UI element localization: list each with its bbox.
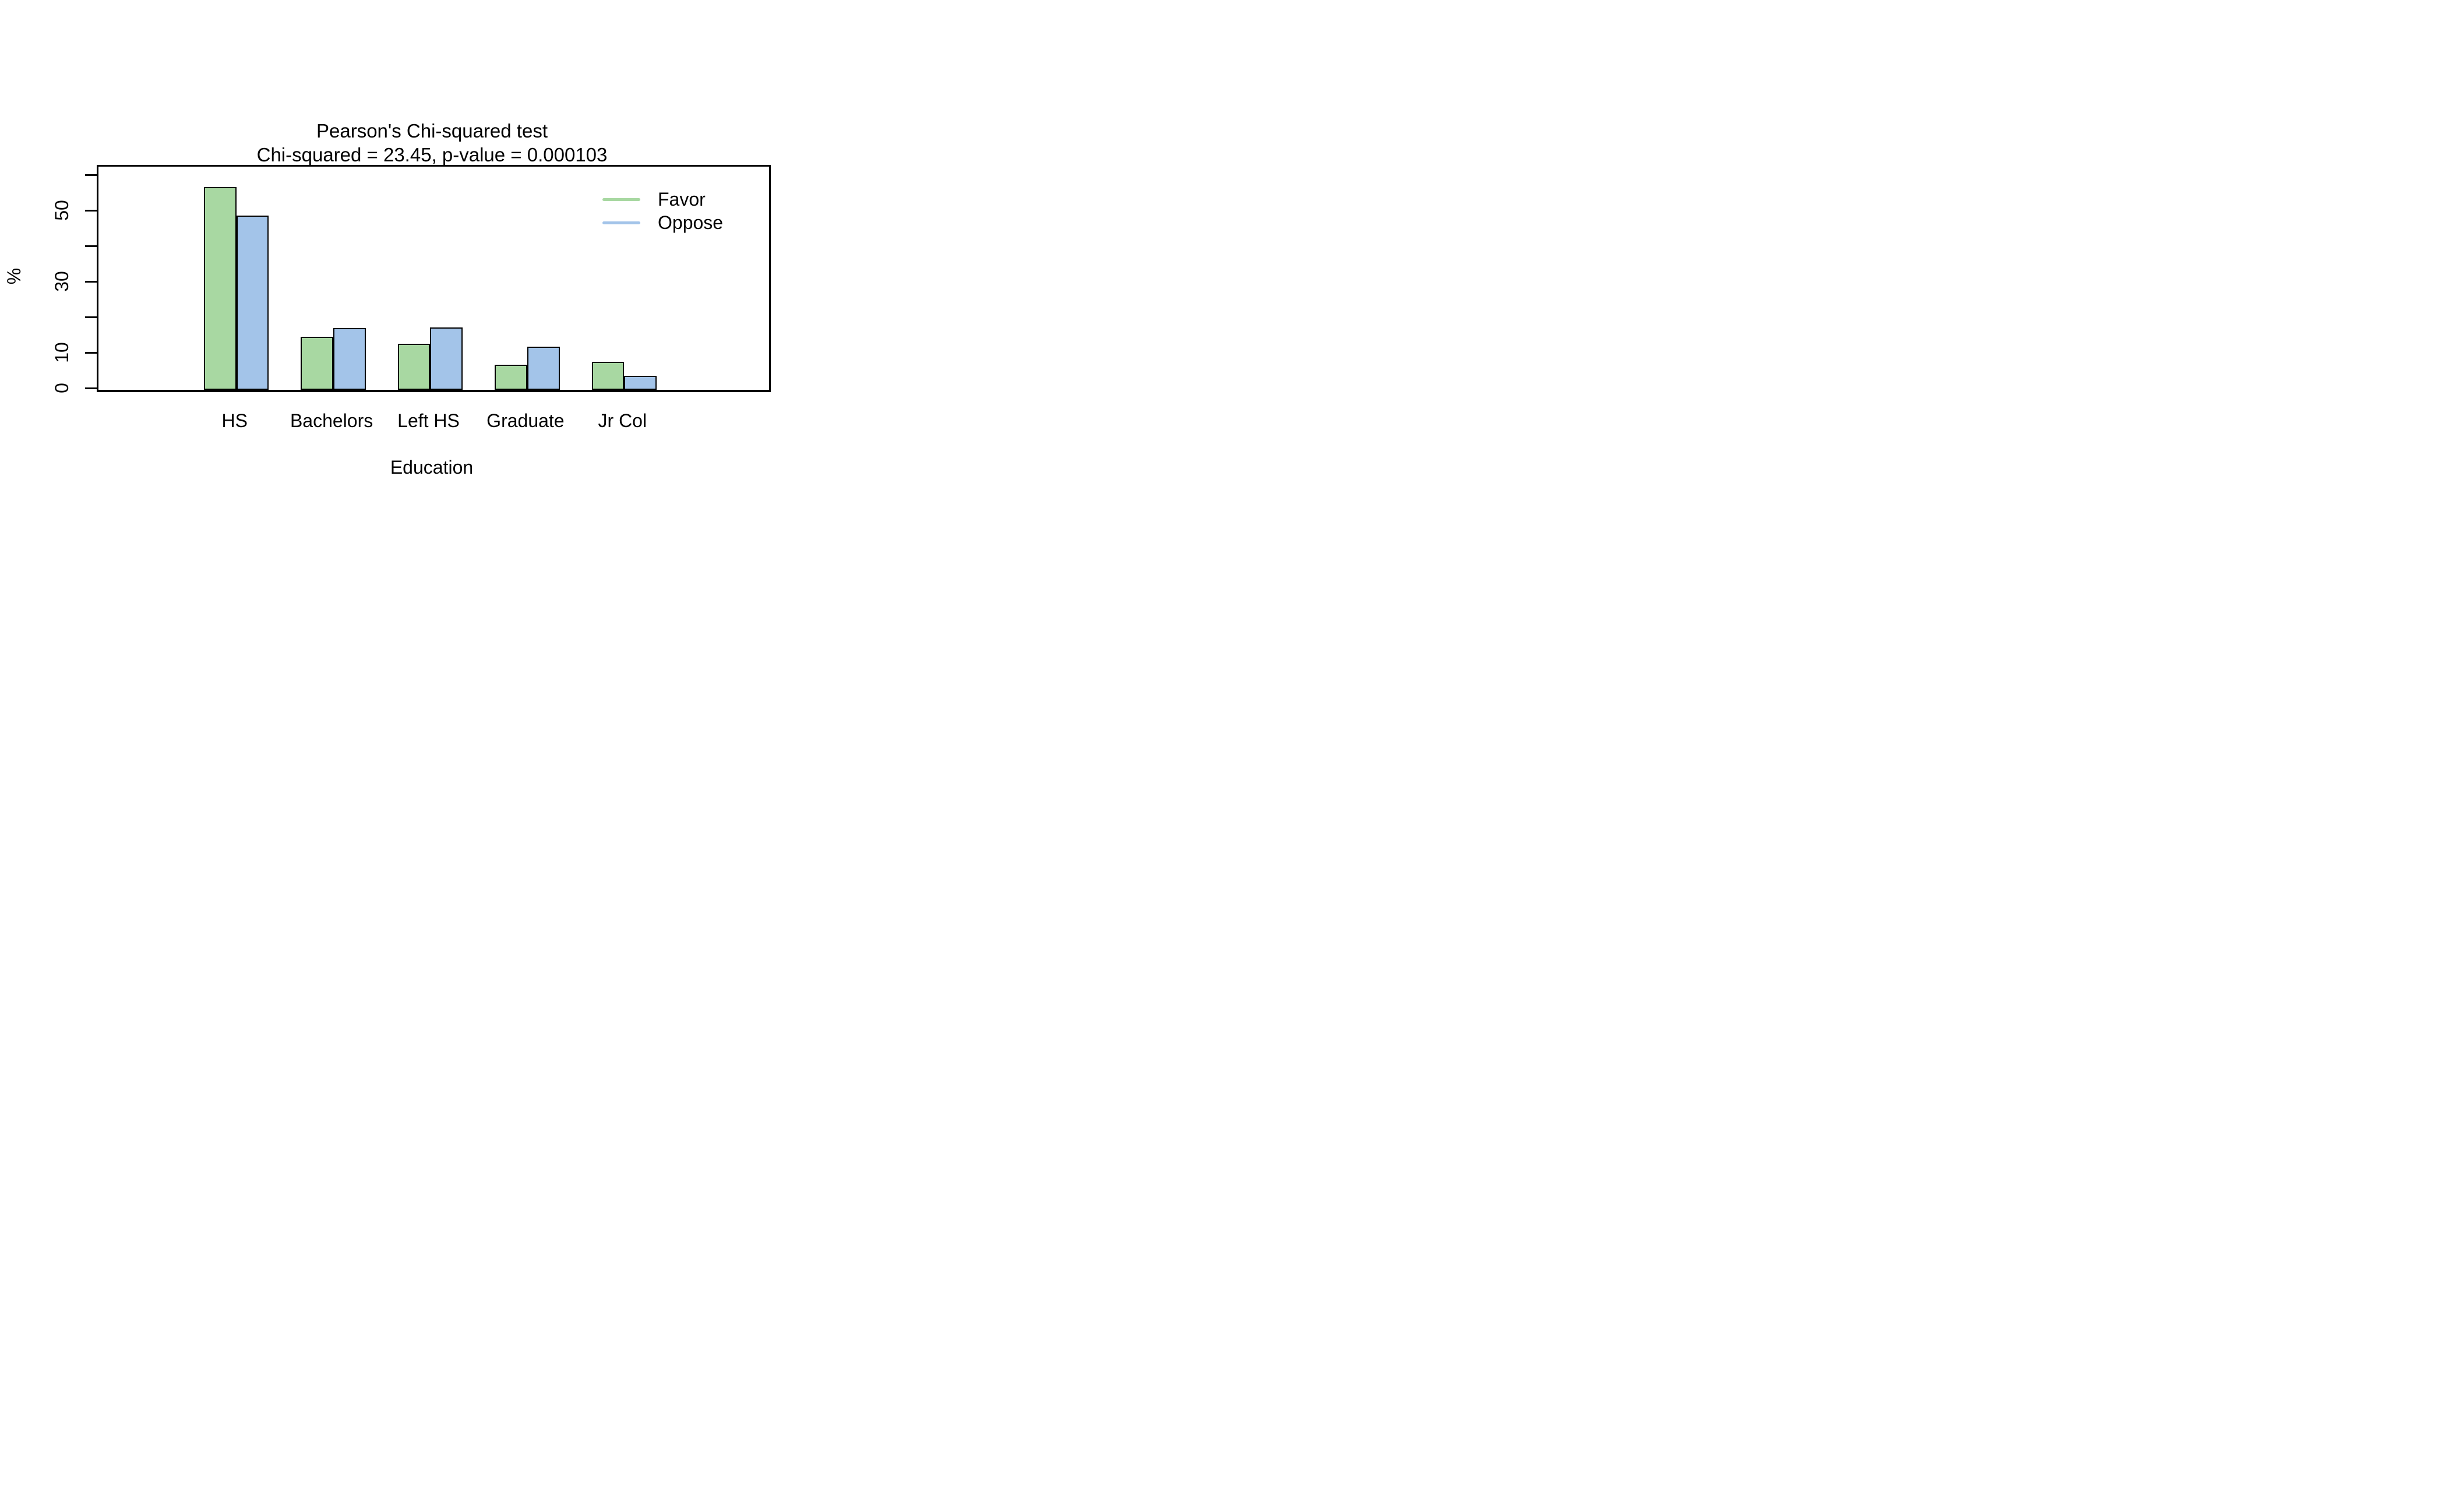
y-axis-tick-0 [84, 387, 97, 389]
y-axis-tick-40 [84, 245, 97, 247]
legend-swatch-favor [602, 198, 640, 201]
x-axis-tick-label-bachelors: Bachelors [290, 410, 373, 431]
y-axis-tick-label-50: 50 [51, 200, 72, 221]
y-axis-tick-60 [84, 174, 97, 176]
y-axis-title: % [3, 267, 24, 285]
bar-favor-jr-col [591, 361, 625, 390]
bar-favor-hs [203, 187, 237, 390]
bar-oppose-jr-col [624, 376, 657, 390]
y-axis-tick-20 [84, 316, 97, 318]
x-axis-tick-label-left-hs: Left HS [397, 410, 460, 431]
bar-oppose-left-hs [430, 327, 463, 390]
legend-item-favor: Favor [602, 188, 723, 211]
bar-favor-left-hs [397, 344, 431, 390]
chart-figure: Pearson's Chi-squared test Chi-squared =… [0, 0, 816, 504]
y-axis-tick-label-10: 10 [51, 342, 72, 363]
x-axis-tick-label-hs: HS [221, 410, 248, 431]
legend-label-favor: Favor [658, 189, 706, 210]
bar-favor-graduate [495, 364, 527, 390]
bar-oppose-hs [236, 216, 269, 390]
bar-oppose-bachelors [333, 327, 366, 390]
x-axis-tick-label-jr-col: Jr Col [598, 410, 647, 431]
x-axis-title: Education [390, 457, 474, 478]
chart-title-line1: Pearson's Chi-squared test [316, 120, 548, 142]
legend-label-oppose: Oppose [658, 212, 724, 233]
legend-item-oppose: Oppose [602, 211, 723, 234]
legend: Favor Oppose [602, 188, 723, 234]
chart-title-line2: Chi-squared = 23.45, p-value = 0.000103 [256, 144, 608, 165]
y-axis-tick-label-30: 30 [51, 271, 72, 292]
x-axis-tick-label-graduate: Graduate [486, 410, 565, 431]
bar-oppose-graduate [527, 346, 560, 390]
legend-swatch-oppose [602, 221, 640, 224]
y-axis-tick-30 [84, 280, 97, 283]
chart-title: Pearson's Chi-squared test Chi-squared =… [97, 119, 767, 167]
y-axis-tick-label-0: 0 [51, 383, 72, 393]
bar-favor-bachelors [301, 336, 334, 390]
plot-area [96, 165, 771, 392]
y-axis-tick-50 [84, 209, 97, 212]
y-axis-tick-10 [84, 351, 97, 354]
